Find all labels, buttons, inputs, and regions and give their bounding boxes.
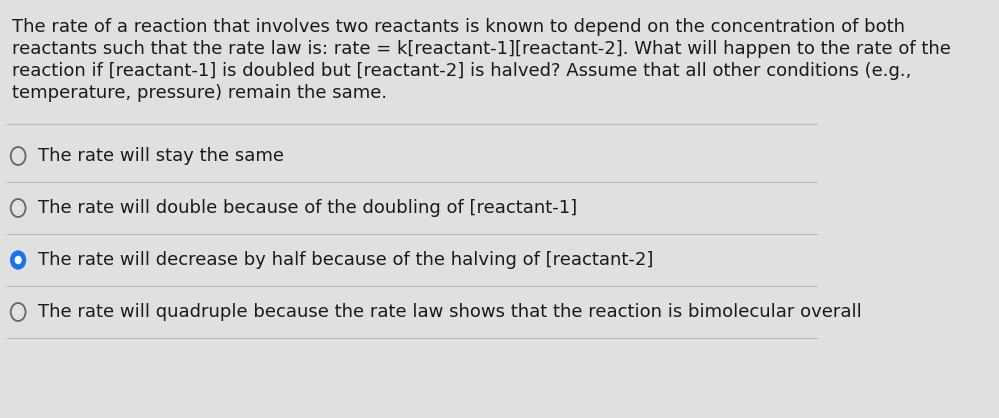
Text: The rate will quadruple because the rate law shows that the reaction is bimolecu: The rate will quadruple because the rate… [38, 303, 862, 321]
Text: The rate will stay the same: The rate will stay the same [38, 147, 284, 165]
Text: The rate will decrease by half because of the halving of [reactant-2]: The rate will decrease by half because o… [38, 251, 653, 269]
Text: The rate of a reaction that involves two reactants is known to depend on the con: The rate of a reaction that involves two… [12, 18, 904, 36]
Text: reaction if [reactant-1] is doubled but [reactant-2] is halved? Assume that all : reaction if [reactant-1] is doubled but … [12, 62, 911, 80]
Text: temperature, pressure) remain the same.: temperature, pressure) remain the same. [12, 84, 387, 102]
Circle shape [15, 257, 21, 263]
Text: reactants such that the rate law is: rate = k[reactant-1][reactant-2]. What will: reactants such that the rate law is: rat… [12, 40, 950, 58]
Circle shape [11, 251, 26, 269]
Text: The rate will double because of the doubling of [reactant-1]: The rate will double because of the doub… [38, 199, 577, 217]
